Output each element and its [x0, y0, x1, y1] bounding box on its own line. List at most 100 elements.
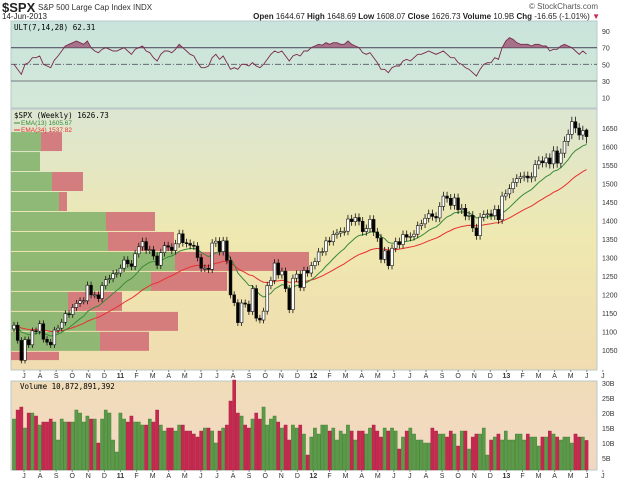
- volume-bar-down: [357, 430, 361, 471]
- vbp-down-bar: [68, 291, 122, 311]
- volume-bar-down: [474, 433, 479, 471]
- candle-up: [566, 133, 570, 142]
- candle-up: [438, 206, 442, 219]
- x-axis-label: 11: [117, 373, 125, 380]
- candle-down: [195, 245, 200, 258]
- candle-up: [82, 300, 86, 303]
- volume-bar-up: [272, 415, 277, 471]
- x-axis-label: D: [102, 473, 107, 480]
- candle-down: [151, 249, 156, 257]
- x-axis-label: O: [70, 373, 76, 380]
- volume-bar-down: [258, 418, 262, 471]
- candle-down: [573, 121, 578, 129]
- x-axis-label: M: [536, 373, 542, 380]
- volume-bar-up: [309, 436, 314, 471]
- volume-bar-up: [114, 451, 119, 471]
- candle-down: [489, 213, 493, 216]
- ema34-legend: EMA(34) 1537.82: [21, 127, 72, 134]
- volume-bar-down: [434, 430, 438, 471]
- x-axis-label: S: [440, 373, 445, 380]
- volume-bar-up: [346, 424, 350, 471]
- candle-up: [570, 121, 574, 135]
- x-axis-label: J: [392, 373, 396, 380]
- x-axis-label: M: [150, 473, 156, 480]
- volume-bar-down: [448, 430, 453, 471]
- candle-down: [474, 227, 479, 236]
- volume-bar-down: [151, 421, 156, 471]
- volume-bar-up: [533, 436, 537, 471]
- volume-bar-up: [320, 424, 325, 471]
- vbp-up-bar: [11, 251, 175, 271]
- volume-tick-label: 30B: [602, 381, 615, 388]
- volume-bar-up: [162, 430, 167, 471]
- candle-down: [449, 198, 453, 206]
- x-axis-label: M: [182, 373, 188, 380]
- candle-up: [111, 273, 115, 279]
- volume-bar-up: [30, 412, 35, 471]
- candle-up: [419, 223, 424, 226]
- candle-up: [71, 307, 75, 315]
- candle-down: [298, 273, 302, 288]
- x-axis-label: M: [375, 473, 381, 480]
- symbol: $SPX: [2, 0, 36, 15]
- vbp-down-bar: [59, 192, 67, 211]
- candle-up: [324, 240, 328, 252]
- candle-down: [225, 240, 229, 261]
- candle-up: [533, 164, 537, 178]
- candle-down: [496, 209, 501, 221]
- volume-bar-up: [537, 445, 541, 471]
- volume-bar-up: [52, 421, 57, 471]
- x-axis-label: S: [247, 373, 252, 380]
- volume-bar-down: [470, 436, 475, 471]
- candle-up: [30, 330, 35, 346]
- ult-tick-label: 10: [602, 96, 610, 103]
- vbp-down-bar: [96, 311, 178, 331]
- low-value: 1608.07: [376, 12, 406, 21]
- candle-down: [15, 324, 20, 341]
- x-axis-label: A: [552, 373, 557, 380]
- candle-down: [192, 244, 196, 247]
- candle-up: [60, 321, 64, 329]
- candle-up: [280, 270, 284, 276]
- volume-bar-up: [331, 427, 336, 471]
- x-axis-label: M: [375, 373, 381, 380]
- volume-bar-down: [155, 409, 159, 471]
- volume-bar-up: [37, 424, 42, 471]
- candle-down: [445, 195, 449, 199]
- volume-bar-down: [96, 442, 101, 471]
- volume-bar-down: [45, 421, 49, 471]
- candle-up: [162, 245, 167, 253]
- x-axis-label: A: [424, 373, 429, 380]
- candle-up: [265, 285, 269, 312]
- volume-bar-up: [481, 427, 486, 471]
- volume-bar-up: [302, 433, 306, 471]
- brand-watermark[interactable]: © StockCharts.com: [528, 2, 598, 11]
- volume-bar-up: [158, 424, 163, 471]
- candle-up: [122, 259, 126, 269]
- x-axis-label: M: [568, 373, 574, 380]
- volume-bar-up: [452, 433, 457, 471]
- candle-up: [522, 175, 526, 178]
- chg-label: Chg: [516, 12, 533, 21]
- x-axis-label: S: [440, 473, 445, 480]
- candle-up: [382, 250, 387, 260]
- chg-value: -16.65 (-1.01%): [534, 12, 590, 21]
- candle-down: [228, 260, 233, 296]
- volume-bar-up: [280, 427, 284, 471]
- volume-bar-up: [511, 439, 515, 471]
- candle-up: [294, 273, 299, 279]
- volume-bar-up: [294, 427, 299, 471]
- vbp-down-bar: [100, 331, 149, 351]
- candle-down: [67, 313, 71, 316]
- x-axis-label: N: [279, 473, 284, 480]
- candle-up: [118, 267, 123, 274]
- ult-tick-label: 30: [602, 79, 610, 86]
- volume-bar-up: [316, 433, 321, 471]
- candle-up: [85, 284, 90, 302]
- candle-up: [551, 150, 556, 165]
- candle-up: [460, 207, 464, 211]
- volume-bar-down: [496, 433, 501, 471]
- candle-up: [559, 152, 563, 164]
- volume-bar-up: [408, 427, 413, 471]
